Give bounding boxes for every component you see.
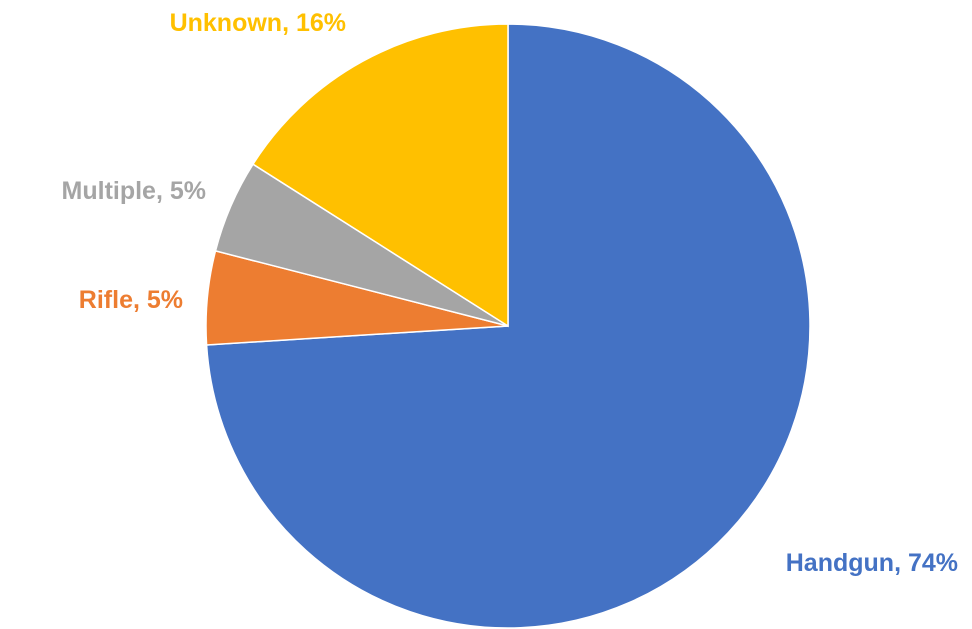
labels-layer: Handgun, 74% Rifle, 5% Multiple, 5% Unknown… — [62, 9, 958, 577]
slice-label-handgun: Handgun, 74% — [786, 549, 958, 577]
slices-layer — [205, 23, 811, 629]
slice-label-rifle: Rifle, 5% — [79, 286, 183, 314]
pie-slice-unknown — [251, 23, 509, 328]
slice-label-multiple: Multiple, 5% — [62, 177, 206, 205]
slice-label-unknown: Unknown, 16% — [170, 9, 346, 37]
